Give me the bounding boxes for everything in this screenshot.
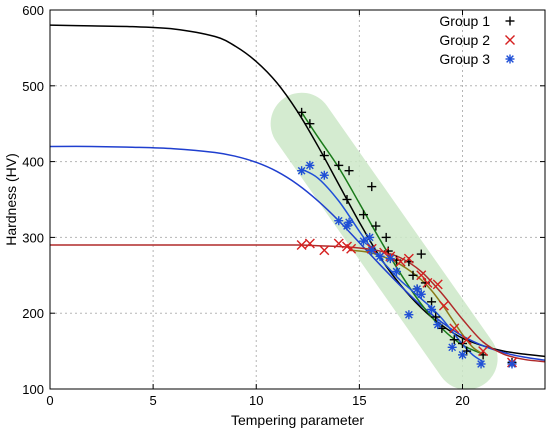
data-point-series-2 <box>333 238 344 249</box>
y-axis-ticks: 100 200 300 400 500 600 <box>22 3 545 397</box>
data-point-series-1 <box>305 119 315 129</box>
legend: Group 1 Group 2 Group 3 <box>439 13 515 67</box>
data-point-series-3 <box>375 251 385 261</box>
data-point-series-1 <box>359 210 368 220</box>
legend-label-2: Group 2 <box>439 32 490 48</box>
data-point-series-2 <box>416 270 427 281</box>
fit-curve-6 <box>301 168 484 363</box>
data-point-series-2 <box>403 253 414 264</box>
data-point-series-1 <box>381 232 391 242</box>
data-point-series-2 <box>395 256 406 267</box>
data-point-series-2 <box>296 239 307 250</box>
data-point-series-3 <box>385 254 395 264</box>
y-tick-label: 600 <box>22 3 44 18</box>
x-tick-label: 20 <box>455 393 469 408</box>
data-point-series-3 <box>305 160 315 170</box>
data-point-series-1 <box>342 195 352 204</box>
data-point-series-3 <box>334 216 344 226</box>
legend-label-1: Group 1 <box>439 13 490 29</box>
data-point-series-3 <box>507 359 517 369</box>
x-tick-label: 5 <box>150 393 157 408</box>
data-point-series-1 <box>449 335 459 345</box>
data-point-series-1 <box>371 221 381 231</box>
data-point-series-2 <box>422 277 433 288</box>
data-point-series-2 <box>461 334 472 345</box>
data-point-series-3 <box>297 166 307 176</box>
data-point-series-3 <box>344 217 354 227</box>
data-point-series-1 <box>437 323 447 333</box>
legend-marker-1 <box>505 16 515 26</box>
x-tick-label: 10 <box>249 393 263 408</box>
data-point-series-1 <box>427 297 437 307</box>
data-point-series-3 <box>319 170 329 180</box>
data-point-series-3 <box>365 232 375 242</box>
data-point-series-2 <box>438 300 449 311</box>
y-tick-label: 400 <box>22 155 44 170</box>
data-point-series-1 <box>462 346 472 356</box>
x-tick-label: 0 <box>46 393 53 408</box>
data-point-series-1 <box>416 249 426 259</box>
data-point-series-1 <box>319 151 329 161</box>
data-point-series-3 <box>367 245 377 255</box>
data-point-series-3 <box>412 284 422 294</box>
data-point-series-3 <box>427 304 437 314</box>
x-tick-label: 15 <box>352 393 366 408</box>
data-point-series-3 <box>404 310 414 320</box>
data-point-series-3 <box>416 289 426 299</box>
data-point-series-1 <box>408 270 418 280</box>
plot-frame <box>49 9 546 390</box>
data-point-series-2 <box>478 346 489 357</box>
data-point-series-2 <box>319 245 330 256</box>
y-tick-label: 200 <box>22 306 44 321</box>
y-axis-label: Hardness (HV) <box>3 153 19 246</box>
y-tick-label: 500 <box>22 79 44 94</box>
x-axis-ticks: 0 5 10 15 20 <box>46 10 470 408</box>
data-point-series-3 <box>433 320 443 330</box>
data-point-series-2 <box>304 238 315 249</box>
data-point-series-2 <box>449 323 460 334</box>
y-tick-label: 100 <box>22 382 44 397</box>
data-point-series-3 <box>447 342 457 352</box>
data-point-series-1 <box>431 312 441 322</box>
data-points <box>296 107 517 369</box>
data-point-series-3 <box>458 350 467 360</box>
legend-marker-2 <box>505 35 515 45</box>
data-point-series-3 <box>392 267 401 277</box>
y-tick-label: 300 <box>22 230 44 245</box>
data-point-series-3 <box>359 236 368 246</box>
data-point-series-1 <box>334 160 344 170</box>
data-point-series-1 <box>367 182 377 192</box>
legend-label-3: Group 3 <box>439 51 490 67</box>
legend-marker-3 <box>505 54 515 64</box>
fit-curve-3 <box>50 244 546 363</box>
data-point-series-2 <box>432 279 443 290</box>
data-point-series-2 <box>346 243 357 254</box>
data-point-series-1 <box>344 166 354 176</box>
x-axis-label: Tempering parameter <box>231 412 364 428</box>
data-point-series-3 <box>476 359 486 369</box>
data-point-series-1 <box>297 107 307 117</box>
